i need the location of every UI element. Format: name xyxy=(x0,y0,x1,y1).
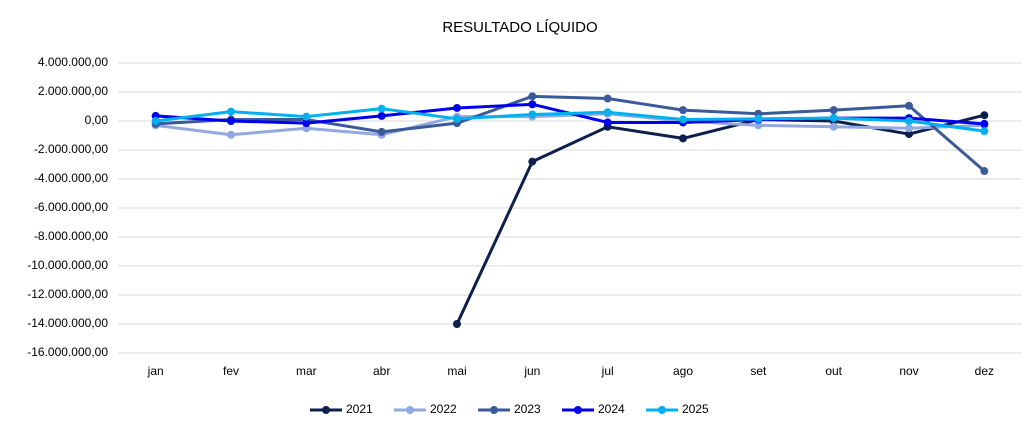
y-tick-label: -12.000.000,00 xyxy=(27,287,108,301)
legend-marker xyxy=(322,406,330,414)
x-tick-label: abr xyxy=(373,364,390,378)
legend-marker xyxy=(658,406,666,414)
x-tick-label: dez xyxy=(975,364,994,378)
x-tick-label: set xyxy=(750,364,767,378)
legend-label: 2022 xyxy=(430,402,457,416)
point xyxy=(754,114,763,123)
y-tick-label: -6.000.000,00 xyxy=(34,200,108,214)
point xyxy=(829,106,838,115)
point xyxy=(528,92,537,101)
y-tick-label: -2.000.000,00 xyxy=(34,142,108,156)
point xyxy=(905,130,913,139)
point xyxy=(905,101,913,110)
legend-marker xyxy=(406,406,414,414)
x-tick-label: out xyxy=(825,364,842,378)
point xyxy=(980,111,989,120)
point xyxy=(603,94,612,103)
point xyxy=(528,157,537,166)
y-tick-label: 2.000.000,00 xyxy=(38,84,108,98)
point xyxy=(980,119,989,128)
point xyxy=(980,127,989,136)
point xyxy=(377,111,386,120)
point xyxy=(528,110,537,119)
x-tick-label: ago xyxy=(673,364,693,378)
series-line xyxy=(455,113,985,325)
point xyxy=(679,115,687,124)
point xyxy=(453,103,461,112)
point xyxy=(302,112,311,121)
point xyxy=(905,124,913,133)
point xyxy=(227,107,235,116)
y-tick-label: 0,00 xyxy=(85,113,109,127)
point xyxy=(453,114,461,123)
point xyxy=(302,119,311,128)
y-tick-label: -8.000.000,00 xyxy=(34,229,108,243)
y-tick-label: -14.000.000,00 xyxy=(27,316,108,330)
point xyxy=(679,134,687,143)
legend-marker xyxy=(574,406,582,414)
y-tick-label: -4.000.000,00 xyxy=(34,171,108,185)
x-tick-label: mar xyxy=(296,364,317,378)
y-tick-label: -16.000.000,00 xyxy=(27,345,108,359)
x-tick-label: jan xyxy=(147,364,164,378)
point xyxy=(377,127,386,136)
point xyxy=(453,320,461,328)
point xyxy=(227,117,235,125)
y-tick-label: -10.000.000,00 xyxy=(27,258,108,272)
point xyxy=(754,121,763,130)
point xyxy=(829,114,838,123)
legend-label: 2025 xyxy=(682,402,709,416)
chart-title: RESULTADO LÍQUIDO xyxy=(442,19,597,36)
legend-marker xyxy=(490,406,498,414)
x-tick-label: mai xyxy=(447,364,466,378)
point xyxy=(829,122,838,131)
point xyxy=(603,118,612,127)
point xyxy=(980,167,989,176)
legend-label: 2023 xyxy=(514,402,541,416)
point xyxy=(528,100,537,109)
series-line xyxy=(155,107,985,133)
legend-label: 2021 xyxy=(346,402,373,416)
series-line xyxy=(155,112,985,137)
point xyxy=(603,108,612,117)
x-tick-label: jul xyxy=(601,364,614,378)
point xyxy=(227,130,235,139)
series-line xyxy=(155,94,986,173)
x-tick-label: nov xyxy=(899,364,918,378)
point xyxy=(151,117,160,125)
point xyxy=(905,117,913,125)
x-tick-label: fev xyxy=(223,364,239,378)
point xyxy=(377,104,386,113)
legend-label: 2024 xyxy=(598,402,625,416)
y-tick-label: 4.000.000,00 xyxy=(38,55,108,69)
x-tick-label: jun xyxy=(523,364,540,378)
point xyxy=(679,106,687,115)
